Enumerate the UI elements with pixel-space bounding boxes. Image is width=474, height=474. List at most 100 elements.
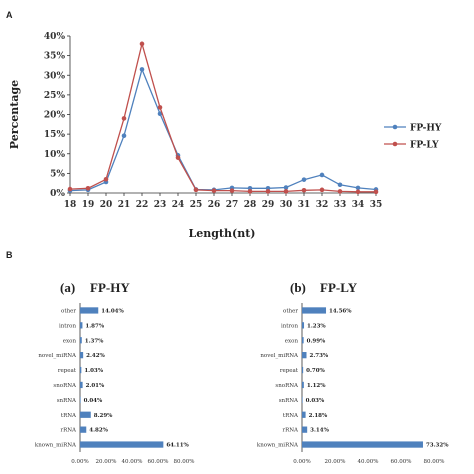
category-label: other <box>283 308 298 314</box>
bar <box>302 441 423 448</box>
data-point-fp-ly <box>265 189 271 194</box>
bar-value-label: 0.04% <box>84 398 103 404</box>
x-tick-label: 35 <box>370 200 383 210</box>
x-tick-label: 20.00% <box>96 459 117 465</box>
bar-value-label: 2.42% <box>86 353 105 359</box>
bar <box>302 426 308 433</box>
data-point-fp-ly <box>337 189 343 194</box>
legend-label: FP-HY <box>410 124 442 134</box>
bar <box>302 337 304 344</box>
data-point-fp-ly <box>157 105 163 110</box>
y-tick-label: 35% <box>44 52 66 62</box>
bar-value-label: 1.12% <box>307 383 326 389</box>
data-point-fp-ly <box>283 189 289 194</box>
data-point-fp-ly <box>175 155 181 160</box>
data-point-fp-hy <box>157 111 163 117</box>
bar <box>302 352 307 359</box>
x-tick-label: 29 <box>262 200 275 210</box>
category-label: repeat <box>280 368 299 374</box>
data-point-fp-ly <box>67 186 73 192</box>
category-label: tRNA <box>61 413 77 419</box>
data-point-fp-ly <box>247 189 253 194</box>
x-tick-label: 20 <box>100 200 113 210</box>
x-tick-label: 60.00% <box>391 459 412 465</box>
category-label: known_miRNA <box>35 443 77 449</box>
data-point-fp-ly <box>229 188 235 193</box>
line-chart: Percentage Length(nt) 0% 5% 10% 15% 20% 25% 30… <box>8 32 442 240</box>
bar-value-label: 64.11% <box>166 443 189 449</box>
x-tick-label: 60.00% <box>148 459 169 465</box>
data-point-fp-ly <box>319 187 325 193</box>
category-label: tRNA <box>283 413 299 419</box>
data-point-fp-hy <box>139 67 145 72</box>
data-point-fp-ly <box>373 189 379 195</box>
category-label: exon <box>285 338 299 344</box>
y-tick-label: 10% <box>44 150 66 160</box>
bar-value-label: 14.04% <box>101 308 124 314</box>
bar-value-label: 14.56% <box>329 308 352 314</box>
bar-value-label: 2.18% <box>309 413 328 419</box>
legend-marker <box>392 124 398 130</box>
category-label: other <box>61 308 76 314</box>
x-tick-label: 0.00% <box>293 459 310 465</box>
x-tick-label: 19 <box>82 200 95 210</box>
panel-label-b: B <box>6 250 13 260</box>
x-tick-label: 30 <box>280 200 293 210</box>
bar-value-label: 0.03% <box>306 398 325 404</box>
data-point-fp-ly <box>85 185 91 191</box>
bar <box>80 366 82 374</box>
x-tick-label: 40.00% <box>122 459 143 465</box>
x-tick-label: 32 <box>316 200 329 210</box>
data-point-fp-ly <box>193 187 199 193</box>
data-point-fp-ly <box>211 188 217 193</box>
data-point-fp-hy <box>301 177 307 182</box>
bar <box>80 396 81 403</box>
x-tick-label: 20.00% <box>325 459 346 465</box>
x-tick-label: 24 <box>172 200 185 210</box>
y-tick-label: 30% <box>44 71 66 81</box>
bar-value-label: 2.73% <box>310 353 329 359</box>
bar <box>302 411 306 418</box>
panel-label-a: A <box>6 10 13 20</box>
category-label: rRNA <box>60 428 77 434</box>
bar <box>80 352 84 359</box>
bar <box>302 381 304 389</box>
bar-value-label: 3.14% <box>310 428 329 434</box>
x-tick-label: 23 <box>154 200 167 210</box>
x-axis-title: Length(nt) <box>189 227 256 240</box>
category-label: intron <box>281 323 298 329</box>
bar-value-label: 1.03% <box>84 368 103 374</box>
category-label: snoRNA <box>53 383 77 389</box>
data-point-fp-ly <box>103 176 109 182</box>
data-point-fp-ly <box>355 189 361 195</box>
bar-chart-b-title: FP-LY <box>320 280 358 295</box>
category-label: exon <box>63 338 77 344</box>
data-point-fp-hy <box>121 133 127 138</box>
category-label: known_miRNA <box>257 443 299 449</box>
bar <box>302 366 304 374</box>
y-tick-label: 25% <box>44 91 66 101</box>
y-tick-label: 15% <box>44 130 66 140</box>
x-tick-label: 80.00% <box>174 459 195 465</box>
x-tick-label: 34 <box>352 200 365 210</box>
x-tick-label: 80.00% <box>424 459 445 465</box>
bar <box>302 396 303 403</box>
x-tick-label: 22 <box>136 200 149 210</box>
bar <box>80 381 83 389</box>
category-label: snRNA <box>57 398 77 404</box>
bar <box>80 322 83 329</box>
legend-marker <box>392 141 398 147</box>
bar <box>80 307 99 314</box>
x-tick-label: 33 <box>334 200 347 210</box>
bar-value-label: 4.82% <box>89 428 108 434</box>
y-axis-title: Percentage <box>8 80 21 149</box>
x-tick-label: 40.00% <box>358 459 379 465</box>
y-tick-label: 20% <box>44 111 66 121</box>
x-tick-label: 26 <box>208 200 221 210</box>
legend-label: FP-LY <box>410 141 439 151</box>
x-tick-label: 18 <box>64 200 77 210</box>
bar-value-label: 2.01% <box>86 383 105 389</box>
x-tick-label: 0.00% <box>71 459 88 465</box>
bar-value-label: 1.87% <box>85 323 104 329</box>
